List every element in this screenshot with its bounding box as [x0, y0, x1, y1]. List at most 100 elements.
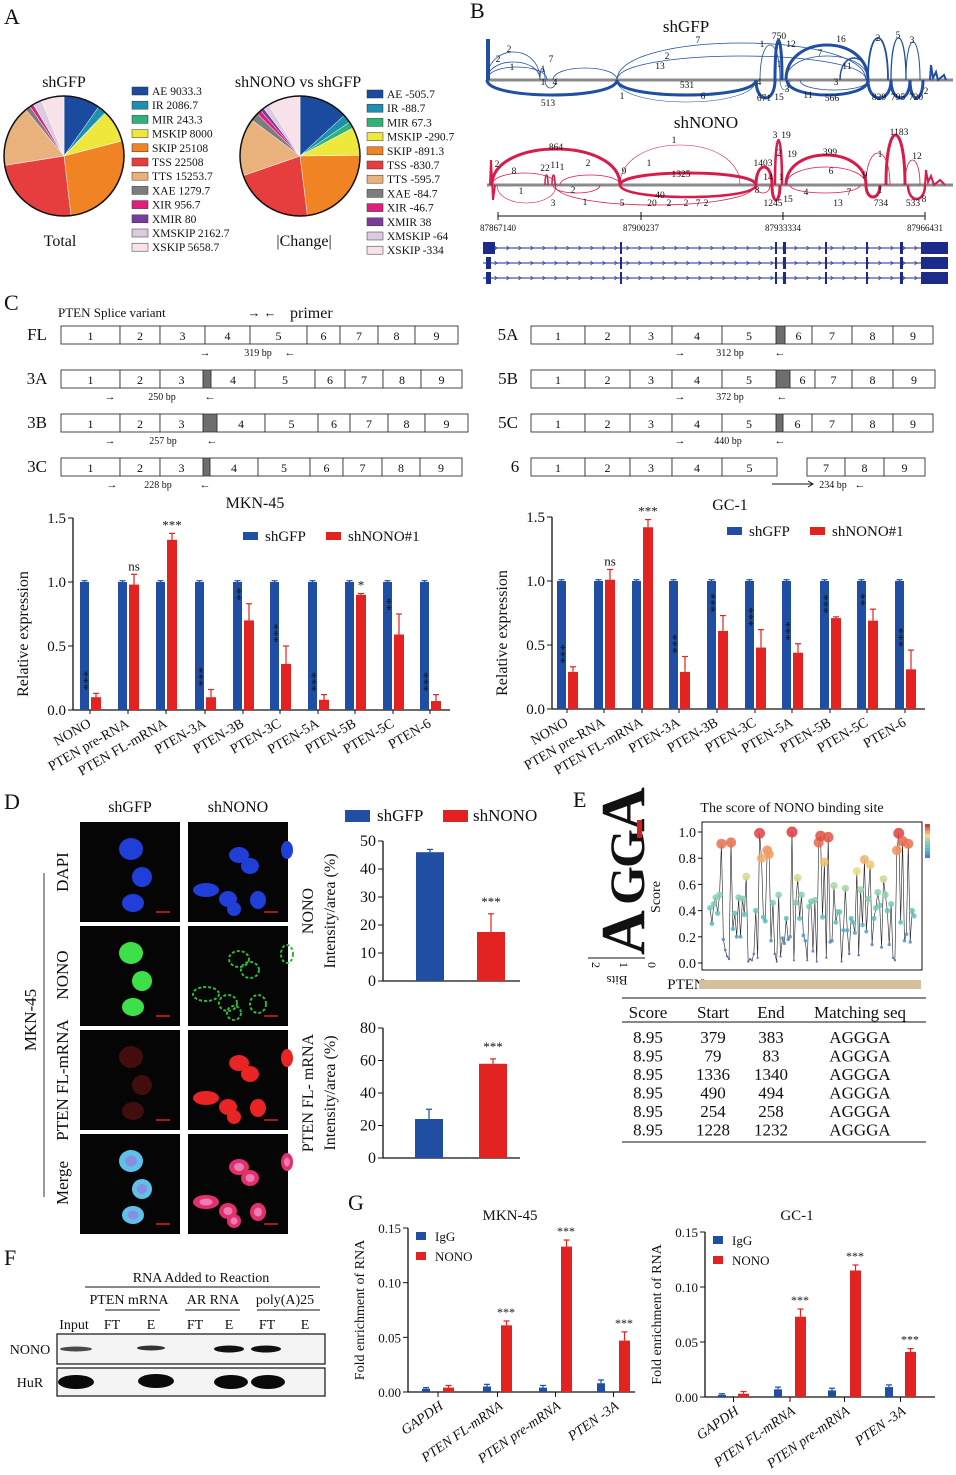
- strand-arrow: [542, 245, 546, 251]
- table-cell: AGGGA: [829, 1028, 891, 1047]
- junction-count: 1183: [890, 128, 909, 138]
- panel-label-e: E: [573, 787, 586, 812]
- bar-nono: [561, 1246, 572, 1392]
- cell-nucleus: [122, 894, 144, 912]
- exon-block: [825, 257, 827, 269]
- primer-arrows: → ←: [247, 305, 276, 320]
- junction-count: 1: [541, 78, 546, 88]
- splice-junction-arc: [486, 51, 541, 81]
- legend-entry: XSKIP -334: [387, 245, 444, 257]
- table-row: 8.95 79 83 AGGGA: [633, 1047, 891, 1066]
- rna-group-label: PTEN mRNA: [90, 1293, 170, 1308]
- amplicon-size: 250 bp: [148, 392, 176, 403]
- bar-shgfp: [345, 582, 354, 710]
- sashimi-title: shGFP: [663, 17, 709, 36]
- table-cell: 1336: [696, 1065, 730, 1084]
- pie-total: [3, 95, 125, 217]
- junction-count: 3: [551, 199, 556, 209]
- junction-count: 7: [696, 199, 701, 209]
- score-point: [797, 915, 803, 921]
- score-point: [764, 849, 774, 860]
- y-axis-label: Fold enrichment of RNA: [353, 1239, 368, 1380]
- score-point: [725, 955, 729, 958]
- junction-count: 2: [704, 199, 709, 209]
- score-point: [857, 953, 860, 957]
- splice-junction-arc: [884, 133, 907, 186]
- bar-shnono1: [394, 634, 404, 710]
- strand-arrow: [794, 275, 798, 281]
- table-header: Matching seq: [814, 1003, 907, 1022]
- score-point: [898, 919, 904, 925]
- exon-box: [883, 457, 926, 477]
- strand-arrow: [770, 260, 774, 266]
- exon-number: 2: [137, 329, 143, 343]
- sashimi-title: shNONO: [674, 113, 738, 132]
- exon-block: [775, 257, 777, 269]
- junction-count: 11: [803, 91, 812, 101]
- legend-entry: XMIR 80: [152, 214, 197, 226]
- table-row: 8.95 1336 1340 AGGGA: [633, 1065, 891, 1084]
- score-point: [738, 934, 743, 939]
- logo-letter: A: [590, 910, 658, 955]
- y-axis-label: PTEN FL- mRNA: [300, 1033, 317, 1152]
- splice-variant-5c: 5C 1 2 3 4 5 6 7 8 9 → 440 bp ←: [498, 413, 934, 447]
- y-tick-label: 0.5: [526, 638, 545, 654]
- reverse-primer-icon: ←: [205, 391, 216, 403]
- exon-number: 3: [180, 329, 186, 343]
- chart-title: The score of NONO binding site: [700, 801, 883, 816]
- bar-shnono1: [356, 594, 366, 710]
- strand-arrow: [770, 245, 774, 251]
- cell-nucleus: [132, 867, 152, 887]
- bar-shgfp: [745, 581, 754, 709]
- strand-arrow: [710, 275, 714, 281]
- junction-count: 1: [519, 187, 524, 197]
- color-scale-step: [925, 834, 930, 838]
- bar-shnono1: [756, 647, 766, 709]
- junction-count: 533: [906, 199, 921, 209]
- exon-block: [620, 272, 622, 284]
- y-tick-label: 0.00: [675, 1390, 698, 1405]
- chart-title: GC-1: [712, 497, 748, 514]
- legend-label: NONO: [435, 1249, 473, 1264]
- legend-label: shGFP: [749, 524, 790, 540]
- y-tick-label: 0.10: [378, 1276, 401, 1291]
- cell-nucleus: [193, 1091, 219, 1105]
- strand-arrow: [758, 275, 762, 281]
- junction-count: 1: [620, 92, 625, 102]
- x-tick-label: PTEN-6: [861, 715, 909, 751]
- x-tick-label: PTEN -3A: [852, 1404, 909, 1450]
- exon-number: 3: [179, 417, 185, 431]
- significance-label: ***: [162, 517, 182, 532]
- score-point: [891, 845, 902, 856]
- legend-entry: IR 2086.7: [152, 100, 198, 112]
- table-cell: 490: [700, 1084, 726, 1103]
- cell-nucleus: [193, 883, 219, 897]
- strand-arrow: [830, 260, 834, 266]
- exon-number: 6: [795, 417, 801, 431]
- exon-number: 4: [694, 461, 700, 475]
- table-cell: 8.95: [633, 1121, 663, 1140]
- exon-number: 6: [796, 329, 802, 343]
- bar-shnono1: [605, 579, 615, 709]
- strand-arrow: [638, 245, 642, 251]
- strand-arrow: [602, 245, 606, 251]
- junction-count: 2: [507, 45, 512, 55]
- score-point: [840, 960, 843, 963]
- junction-count: 14: [763, 173, 773, 183]
- exon-number: 8: [862, 461, 868, 475]
- score-point: [860, 922, 865, 928]
- legend-swatch: [131, 228, 149, 238]
- legend-swatch: [366, 189, 384, 198]
- junction-count: 2: [924, 87, 929, 97]
- strand-arrow: [722, 275, 726, 281]
- strand-arrow: [818, 275, 822, 281]
- score-point: [793, 873, 802, 882]
- legend-swatch: [810, 527, 825, 535]
- exon-number: 5: [746, 373, 752, 387]
- legend-swatch: [131, 143, 149, 153]
- score-point: [710, 901, 717, 908]
- score-point: [775, 960, 778, 963]
- exon-number: 6: [327, 373, 333, 387]
- lane-label: Input: [59, 1318, 89, 1333]
